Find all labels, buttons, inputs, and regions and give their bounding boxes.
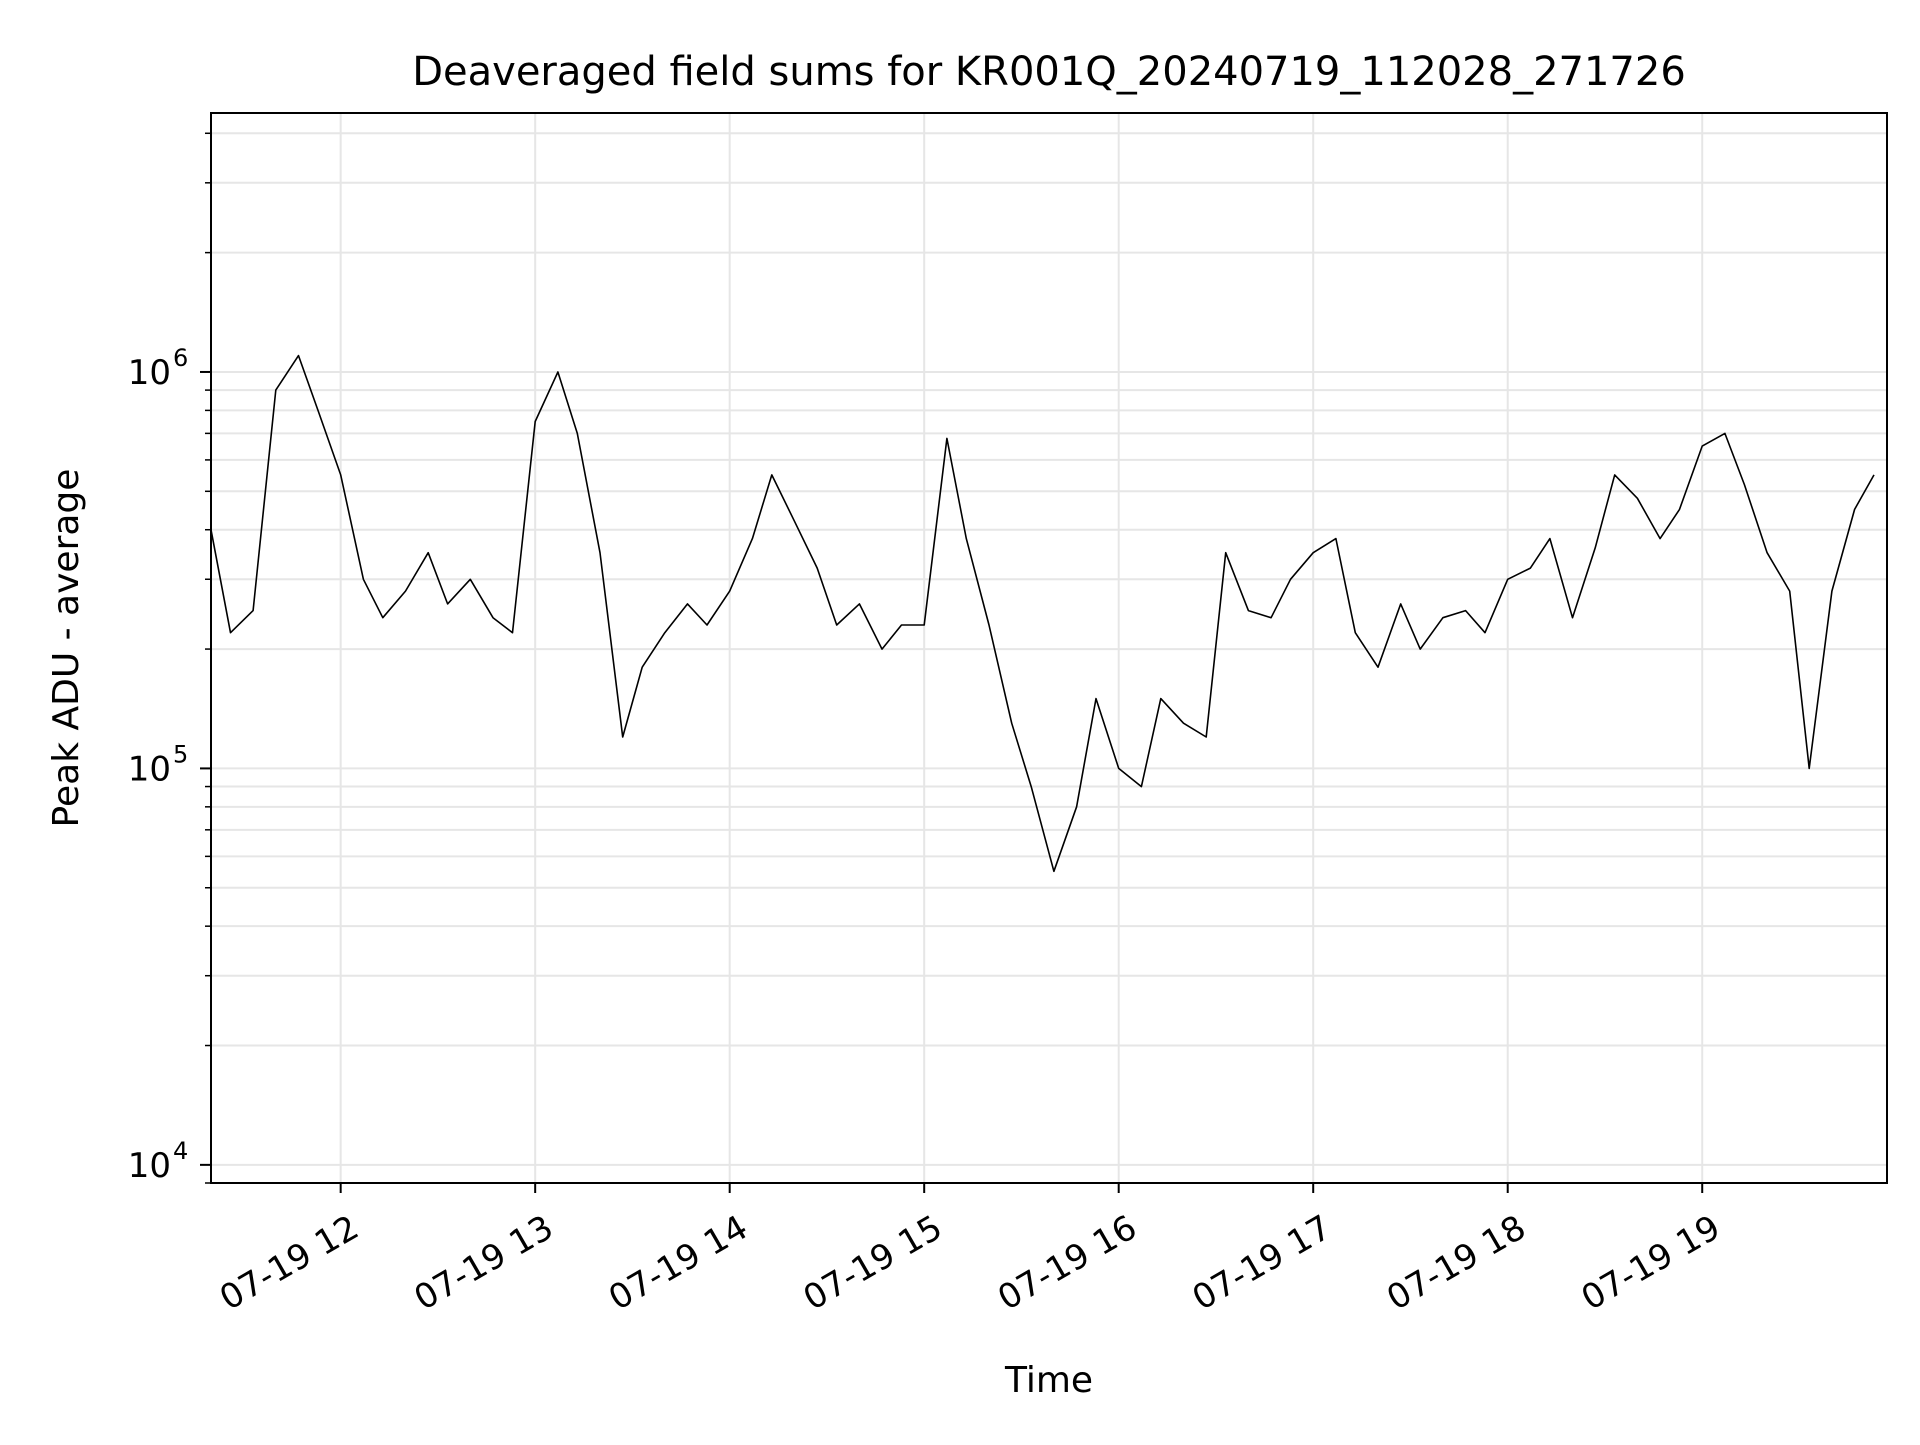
x-tick-label: 07-19 16 <box>991 1208 1143 1319</box>
series-line-group <box>210 354 1875 873</box>
x-tick-label: 07-19 15 <box>797 1208 949 1319</box>
y-tick-label: 10 <box>128 749 171 789</box>
x-tick-label: 07-19 12 <box>213 1208 365 1319</box>
y-tick-label-exponent: 6 <box>173 344 188 372</box>
y-tick-label-exponent: 5 <box>173 740 188 768</box>
y-tick-label: 10 <box>128 353 171 393</box>
y-tick-label: 10 <box>128 1146 171 1186</box>
x-tick-label: 07-19 13 <box>408 1208 560 1319</box>
plot-frame <box>210 112 1888 1184</box>
chart-title: Deaveraged field sums for KR001Q_2024071… <box>412 49 1686 95</box>
grid <box>211 113 1887 1183</box>
x-tick-label: 07-19 18 <box>1380 1208 1532 1319</box>
x-tick-label: 07-19 17 <box>1186 1208 1338 1319</box>
y-tick-label-exponent: 4 <box>173 1137 188 1165</box>
x-tick-label: 07-19 19 <box>1575 1208 1727 1319</box>
x-axis-label: Time <box>1004 1360 1093 1401</box>
y-axis-label: Peak ADU - average <box>46 469 87 828</box>
series-line <box>210 354 1875 873</box>
x-tick-label: 07-19 14 <box>602 1208 754 1319</box>
x-axis-ticks: 07-19 12 07-19 13 07-19 14 07-19 15 07-19 16… <box>213 1183 1727 1319</box>
